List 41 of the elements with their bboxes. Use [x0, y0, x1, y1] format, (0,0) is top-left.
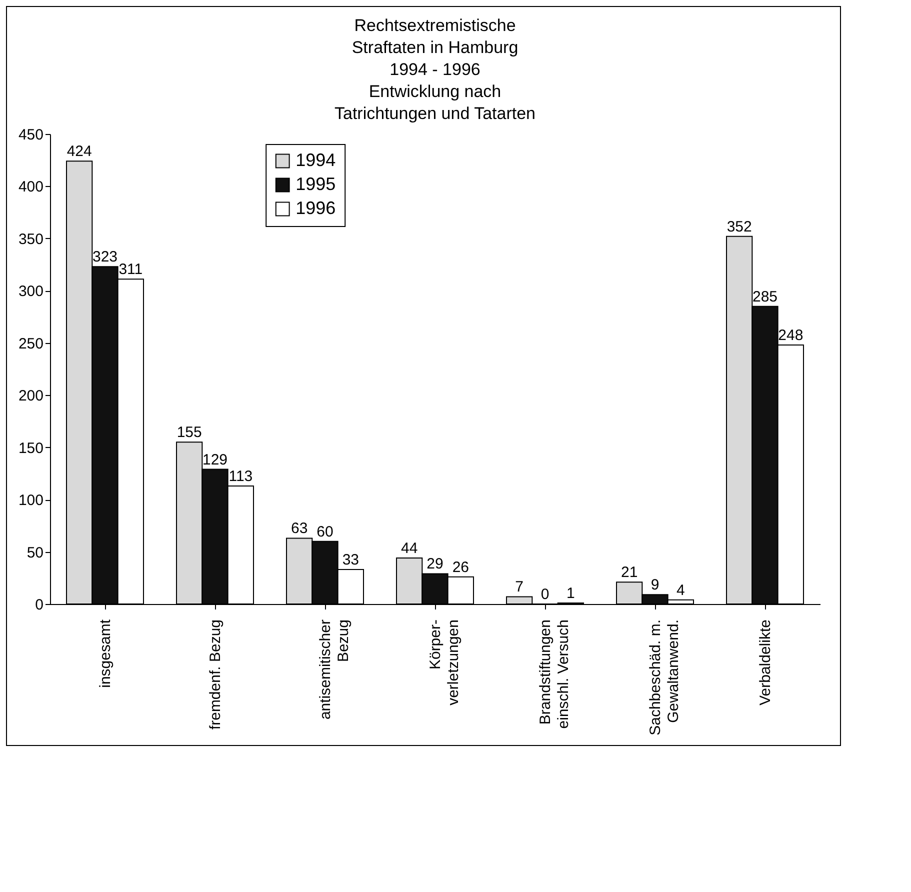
y-tick-label: 350 — [18, 230, 44, 248]
data-label: 113 — [228, 468, 253, 485]
data-label: 60 — [316, 523, 334, 540]
y-tick-label: 0 — [35, 596, 44, 614]
data-label: 352 — [726, 218, 752, 236]
x-tick-label: Verbaldelikte — [757, 620, 774, 706]
data-label: 9 — [650, 576, 660, 594]
y-tick-label: 150 — [18, 440, 44, 457]
y-tick-label: 300 — [18, 283, 44, 300]
data-label: 248 — [778, 326, 804, 344]
data-label: 129 — [202, 451, 228, 468]
data-label: 424 — [66, 143, 92, 160]
x-tick-label: fremdenf. Bezug — [207, 620, 224, 730]
legend-label: 1995 — [296, 174, 336, 194]
legend-label: 1996 — [296, 198, 336, 218]
y-tick-label: 100 — [18, 492, 44, 510]
data-label: 26 — [452, 558, 470, 576]
y-tick-label: 400 — [18, 178, 44, 196]
data-label: 63 — [290, 520, 308, 538]
chart-title: Rechtsextremistische Straftaten in Hamburg 1994 - 1996 Entwicklung nach Tatrichtungen und Tatarten — [334, 16, 536, 123]
data-label: 44 — [400, 540, 418, 558]
data-label: 311 — [118, 261, 143, 278]
y-tick-label: 200 — [18, 388, 44, 405]
data-label: 33 — [342, 552, 360, 569]
y-tick-label: 50 — [26, 544, 44, 562]
y-tick-label: 450 — [18, 126, 44, 144]
data-label: 0 — [540, 586, 550, 603]
x-tick-label: antisemitischer Bezug — [317, 620, 352, 720]
data-label: 29 — [426, 556, 444, 573]
data-label: 21 — [620, 564, 638, 582]
data-label: 323 — [92, 248, 118, 266]
y-tick-label: 250 — [18, 335, 44, 352]
data-label: 285 — [752, 288, 778, 306]
data-label: 7 — [515, 578, 524, 596]
x-tick-label: Sachbeschäd. m. Gewaltanwend. — [647, 620, 682, 736]
data-label: 1 — [566, 584, 575, 602]
x-tick-label: insgesamt — [97, 618, 114, 688]
data-label: 4 — [676, 582, 685, 599]
x-tick-label: Körper- verletzungen — [427, 620, 462, 706]
data-label: 155 — [176, 424, 202, 442]
legend-label: 1994 — [296, 150, 336, 170]
